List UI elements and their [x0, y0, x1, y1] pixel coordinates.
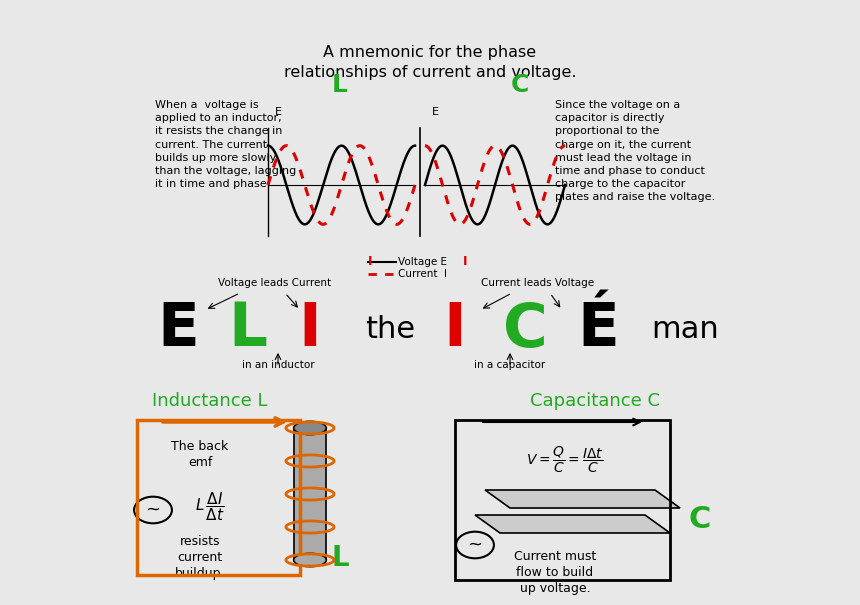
Text: Since the voltage on a
capacitor is directly
proportional to the
charge on it, t: Since the voltage on a capacitor is dire…: [555, 100, 716, 203]
Text: resists
current
buildup.: resists current buildup.: [175, 535, 225, 580]
Text: Voltage leads Current: Voltage leads Current: [218, 278, 332, 288]
Text: ~: ~: [468, 536, 482, 554]
Text: L: L: [229, 301, 267, 359]
Text: E: E: [157, 301, 199, 359]
Bar: [137, 420, 300, 575]
Text: A mnemonic for the phase
relationships of current and voltage.: A mnemonic for the phase relationships o…: [284, 45, 576, 80]
Text: Current leads Voltage: Current leads Voltage: [482, 278, 594, 288]
Text: the: the: [365, 315, 415, 344]
Text: C: C: [511, 73, 529, 97]
Text: When a  voltage is
applied to an inductor,
it resists the change in
current. The: When a voltage is applied to an inductor…: [155, 100, 296, 189]
Polygon shape: [475, 515, 670, 533]
Text: $L\,\dfrac{\Delta I}{\Delta t}$: $L\,\dfrac{\Delta I}{\Delta t}$: [195, 490, 225, 523]
Text: Current  I: Current I: [398, 269, 447, 279]
Text: C: C: [689, 506, 711, 534]
Text: C: C: [502, 301, 547, 359]
Text: Voltage E: Voltage E: [398, 257, 447, 267]
Text: Inductance L: Inductance L: [152, 392, 267, 410]
Ellipse shape: [293, 554, 326, 567]
Text: L: L: [331, 544, 349, 572]
Bar: [455, 420, 670, 580]
Text: I: I: [368, 255, 372, 268]
Bar: [293, 428, 326, 560]
Text: Current must
flow to build
up voltage.: Current must flow to build up voltage.: [514, 550, 596, 595]
Text: in an inductor: in an inductor: [242, 360, 314, 370]
Text: Capacitance C: Capacitance C: [530, 392, 660, 410]
Polygon shape: [485, 490, 680, 508]
Text: in a capacitor: in a capacitor: [475, 360, 545, 370]
Text: ~: ~: [145, 501, 161, 519]
Ellipse shape: [293, 421, 326, 434]
Text: L: L: [332, 73, 348, 97]
Text: E: E: [432, 107, 439, 117]
Text: I: I: [444, 301, 466, 359]
Text: E: E: [274, 107, 281, 117]
Text: É: É: [577, 301, 619, 359]
Text: man: man: [651, 315, 719, 344]
Text: I: I: [463, 255, 467, 268]
Text: $V = \dfrac{Q}{C} = \dfrac{I\Delta t}{C}$: $V = \dfrac{Q}{C} = \dfrac{I\Delta t}{C}…: [526, 445, 604, 476]
Text: I: I: [298, 301, 322, 359]
Text: The back
emf: The back emf: [171, 440, 229, 469]
